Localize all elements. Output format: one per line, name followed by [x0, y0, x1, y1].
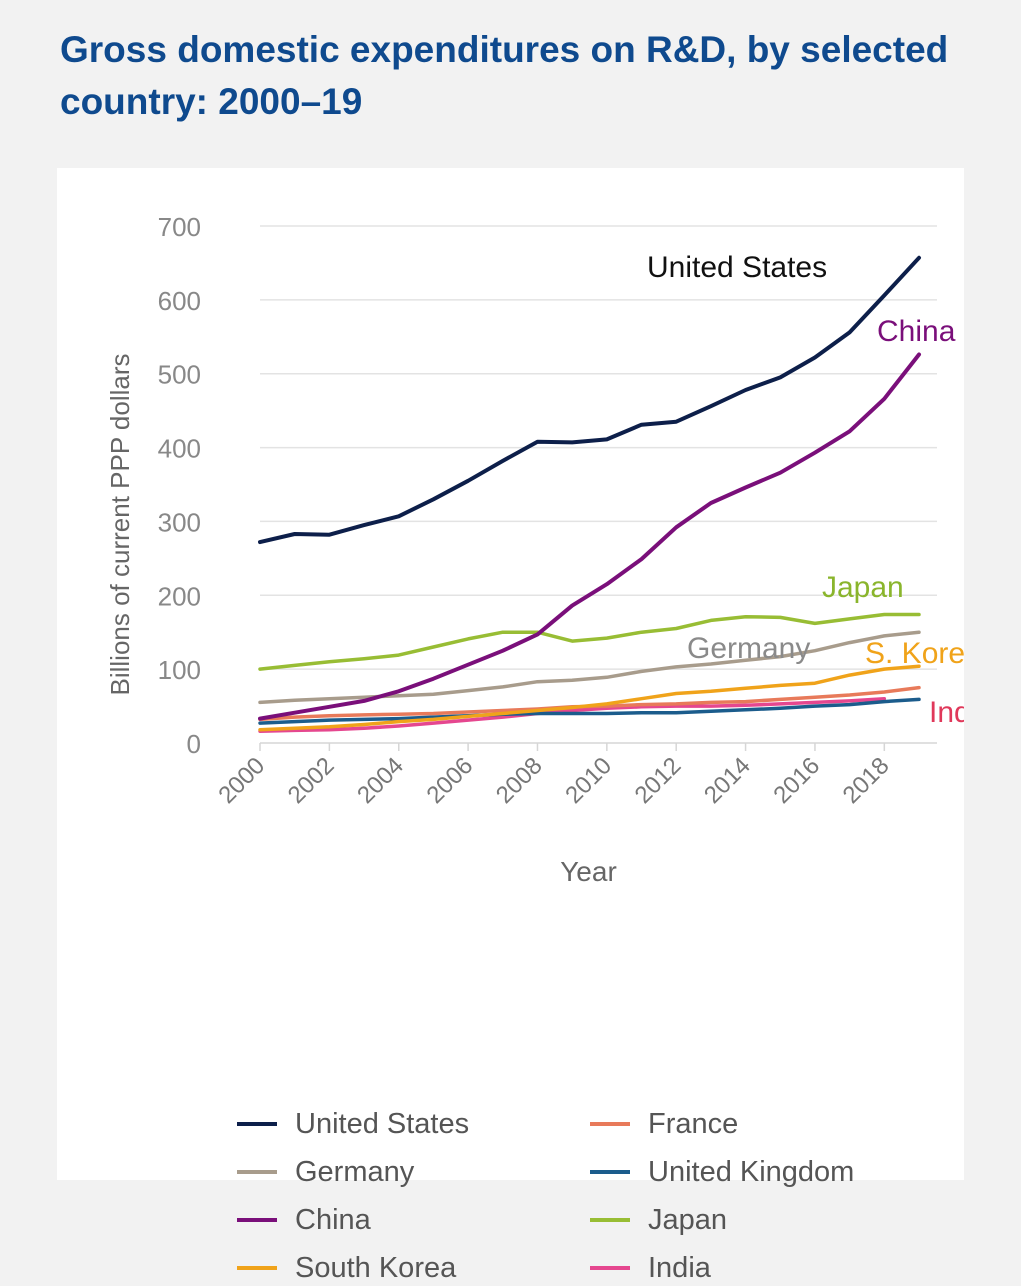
- legend-swatch: [590, 1266, 630, 1270]
- annotation-germany: Germany: [687, 632, 810, 665]
- legend-swatch: [237, 1218, 277, 1222]
- y-axis-title: Billions of current PPP dollars: [105, 353, 135, 695]
- y-tick-label: 500: [158, 360, 201, 390]
- x-tick-label: 2000: [213, 752, 270, 809]
- y-tick-label: 100: [158, 655, 201, 685]
- legend-label: India: [648, 1251, 711, 1284]
- x-tick-label: 2002: [283, 752, 340, 809]
- annotation-china: China: [877, 315, 956, 348]
- legend-item: Japan: [590, 1202, 950, 1238]
- legend-item: Germany: [237, 1154, 590, 1190]
- legend-item: India: [590, 1250, 950, 1286]
- y-tick-label: 600: [158, 286, 201, 316]
- series-line-india: [258, 696, 887, 733]
- legend-swatch: [590, 1122, 630, 1126]
- x-tick-label: 2016: [768, 752, 825, 809]
- x-tick-label: 2014: [699, 752, 756, 809]
- legend-swatch: [590, 1218, 630, 1222]
- y-tick-label: 0: [187, 729, 201, 759]
- legend-label: Japan: [648, 1203, 728, 1236]
- legend-item: China: [237, 1202, 590, 1238]
- legend-swatch: [237, 1122, 277, 1126]
- x-tick-label: 2010: [560, 752, 617, 809]
- legend-item: South Korea: [237, 1250, 590, 1286]
- legend-label: France: [648, 1107, 739, 1140]
- y-tick-label: 700: [158, 212, 201, 242]
- chart-title: Gross domestic expenditures on R&D, by s…: [60, 29, 949, 122]
- series-line-south-korea: [258, 664, 921, 732]
- legend-swatch: [237, 1266, 277, 1270]
- series-line-japan: [258, 612, 921, 671]
- legend-label: United States: [295, 1107, 470, 1140]
- series-line-united-states: [258, 255, 921, 545]
- y-tick-label: 200: [158, 581, 201, 611]
- legend-label: United Kingdom: [648, 1155, 855, 1188]
- chart-legend: United States France Germany United Kingdom…: [237, 1106, 957, 1286]
- series-line-china: [258, 352, 921, 721]
- y-tick-label: 400: [158, 434, 201, 464]
- legend-swatch: [237, 1170, 277, 1174]
- x-tick-label: 2018: [838, 752, 895, 809]
- legend-item: France: [590, 1106, 950, 1142]
- annotation-japan: Japan: [822, 571, 904, 604]
- annotation-s-korea: S. Korea: [865, 637, 964, 670]
- chart-card: 0 100 200 300 400 500 600 700 2000 2002 2004 2006 20…: [57, 168, 964, 1284]
- legend-label: China: [295, 1203, 371, 1236]
- y-tick-label: 300: [158, 507, 201, 537]
- x-tick-label: 2008: [491, 752, 548, 809]
- legend-item: United Kingdom: [590, 1154, 950, 1190]
- annotation-united-states: United States: [647, 251, 827, 284]
- legend-label: Germany: [295, 1155, 415, 1188]
- x-tick-label: 2006: [422, 752, 479, 809]
- series-line-united-kingdom: [258, 697, 921, 725]
- annotation-india: India: [929, 696, 964, 729]
- legend-item: United States: [237, 1106, 590, 1142]
- x-tick-label: 2004: [352, 752, 409, 809]
- legend-swatch: [590, 1170, 630, 1174]
- series-line-germany: [258, 630, 921, 705]
- legend-label: South Korea: [295, 1251, 457, 1284]
- x-axis-title: Year: [560, 856, 617, 887]
- x-tick-label: 2012: [630, 752, 687, 809]
